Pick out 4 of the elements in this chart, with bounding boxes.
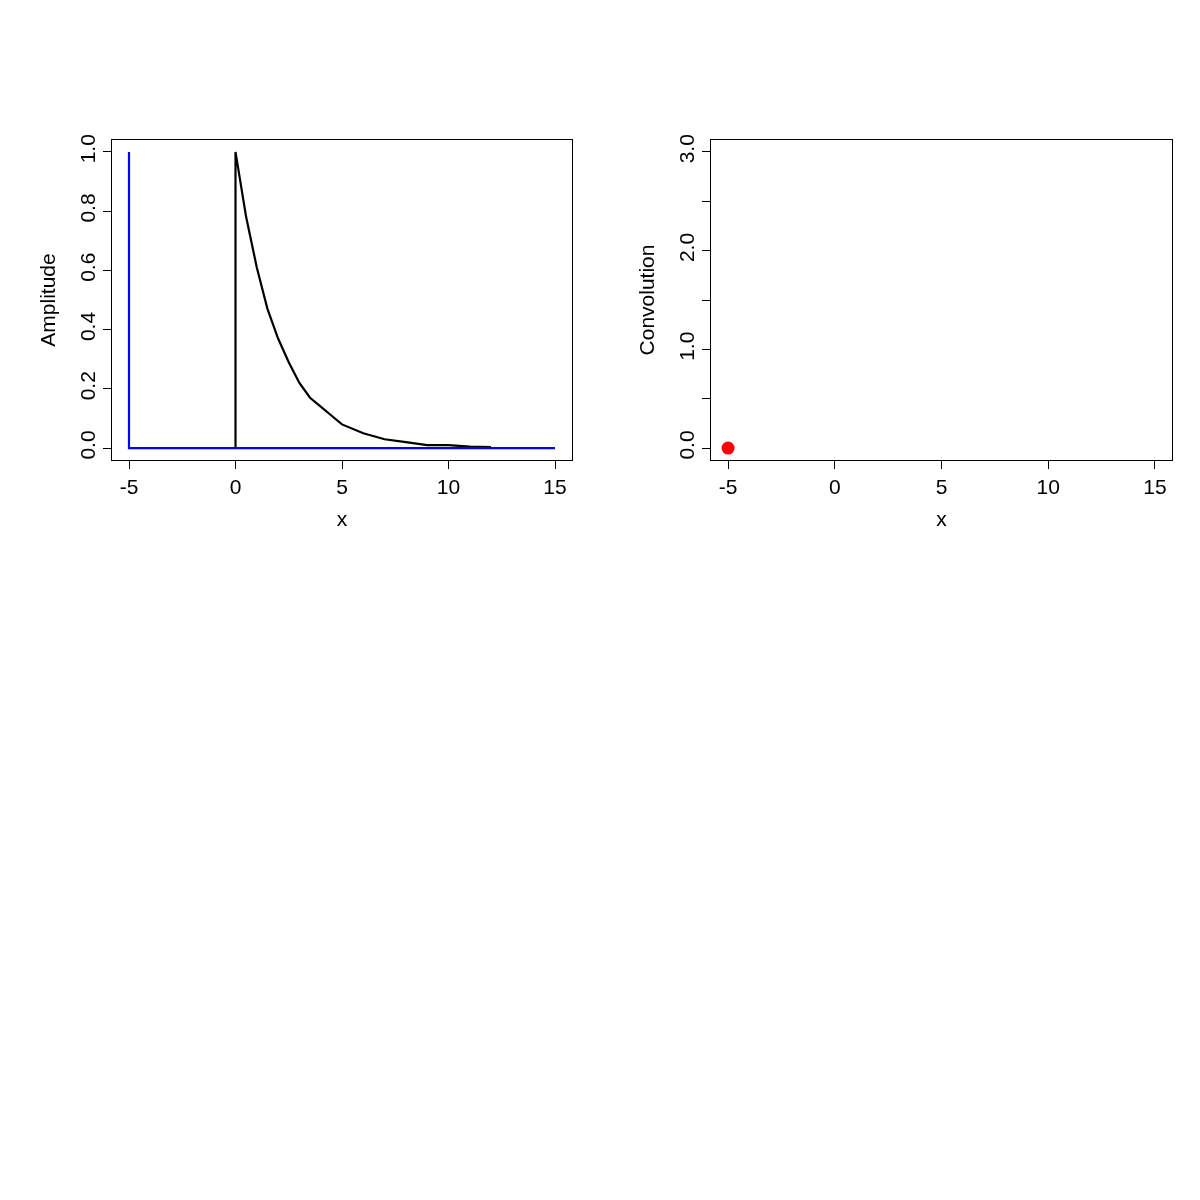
x-tick-label: 10 [1036, 475, 1060, 499]
x-tick-label: 15 [543, 475, 567, 499]
x-tick-label: 15 [1143, 475, 1167, 499]
x-tick-label: 10 [436, 475, 461, 499]
